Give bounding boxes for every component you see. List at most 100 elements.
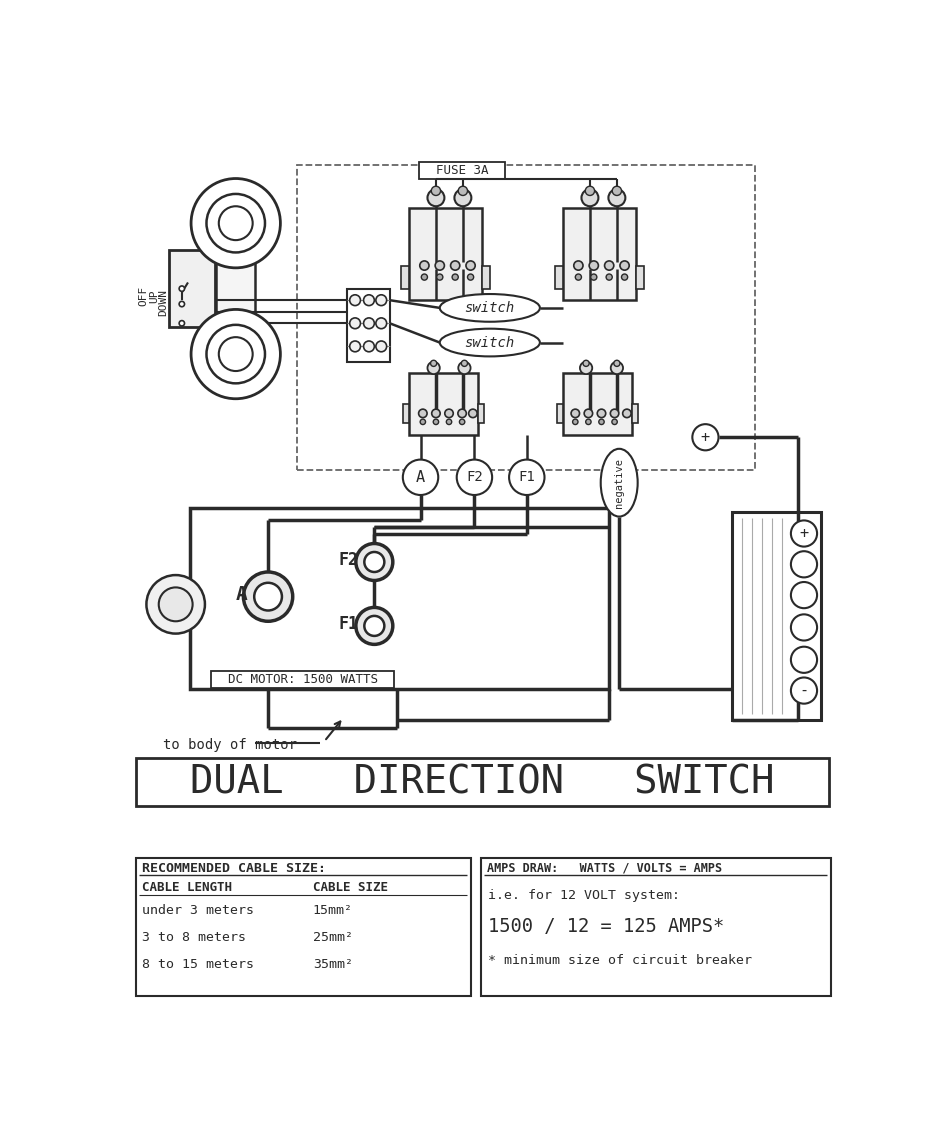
Circle shape (509, 460, 544, 495)
Text: UP: UP (149, 289, 159, 303)
Text: F2: F2 (339, 551, 358, 569)
Circle shape (597, 410, 605, 417)
Circle shape (431, 360, 437, 367)
Circle shape (614, 360, 620, 367)
Bar (211, 671, 394, 688)
Circle shape (219, 206, 253, 240)
Circle shape (376, 295, 387, 305)
Circle shape (420, 261, 429, 270)
Bar (556, 404, 563, 423)
Circle shape (584, 410, 592, 417)
Ellipse shape (439, 294, 540, 322)
Circle shape (791, 615, 817, 641)
Text: A: A (236, 585, 248, 604)
Circle shape (791, 646, 817, 673)
Ellipse shape (601, 449, 637, 516)
Circle shape (572, 420, 578, 424)
Circle shape (573, 261, 583, 270)
Circle shape (445, 410, 454, 417)
Bar (190, 508, 609, 689)
Bar (169, 250, 215, 328)
Text: switch: switch (465, 301, 515, 315)
Circle shape (583, 360, 589, 367)
Text: 15mm²: 15mm² (313, 904, 353, 918)
Text: 3 to 8 meters: 3 to 8 meters (141, 931, 246, 945)
Text: F2: F2 (466, 470, 483, 485)
Text: +: + (701, 430, 710, 444)
Text: DC MOTOR: 1500 WATTS: DC MOTOR: 1500 WATTS (227, 672, 378, 686)
Circle shape (446, 420, 452, 424)
Circle shape (580, 361, 592, 374)
Bar (637, 266, 644, 288)
Bar (409, 374, 478, 435)
Circle shape (350, 341, 360, 352)
Bar (482, 266, 489, 288)
Text: +: + (800, 526, 808, 541)
Circle shape (582, 190, 599, 206)
Circle shape (604, 261, 614, 270)
Circle shape (791, 582, 817, 608)
Text: CABLE LENGTH: CABLE LENGTH (141, 881, 232, 894)
Circle shape (608, 190, 625, 206)
Circle shape (433, 420, 438, 424)
Circle shape (179, 286, 185, 292)
Bar (563, 208, 637, 301)
Bar (347, 288, 389, 361)
Circle shape (612, 420, 618, 424)
Bar (633, 404, 638, 423)
Circle shape (455, 190, 472, 206)
Circle shape (612, 186, 621, 195)
Circle shape (575, 274, 582, 280)
Circle shape (207, 325, 265, 384)
Circle shape (452, 274, 458, 280)
Bar (563, 374, 633, 435)
Circle shape (219, 337, 253, 371)
Circle shape (590, 274, 597, 280)
Circle shape (437, 274, 443, 280)
Circle shape (255, 582, 282, 610)
Circle shape (611, 361, 623, 374)
Text: F1: F1 (519, 470, 536, 485)
Circle shape (431, 186, 440, 195)
Bar (409, 208, 482, 301)
Bar (297, 165, 755, 470)
Text: -: - (800, 683, 808, 698)
Circle shape (458, 186, 468, 195)
Circle shape (468, 274, 473, 280)
Text: 8 to 15 meters: 8 to 15 meters (141, 958, 254, 972)
Text: CABLE SIZE: CABLE SIZE (313, 881, 388, 894)
Circle shape (610, 410, 619, 417)
Text: 25mm²: 25mm² (313, 931, 353, 945)
Bar (217, 223, 255, 355)
Text: DOWN: DOWN (158, 289, 169, 316)
Bar (733, 512, 821, 720)
Circle shape (451, 261, 460, 270)
Circle shape (620, 261, 629, 270)
Text: DUAL   DIRECTION   SWITCH: DUAL DIRECTION SWITCH (190, 763, 774, 801)
Text: OFF: OFF (139, 286, 148, 306)
Circle shape (364, 295, 374, 305)
Circle shape (459, 420, 465, 424)
Circle shape (350, 318, 360, 329)
Text: under 3 meters: under 3 meters (141, 904, 254, 918)
Circle shape (158, 588, 192, 622)
Circle shape (461, 360, 468, 367)
Circle shape (422, 274, 427, 280)
Circle shape (432, 410, 440, 417)
Text: negative: negative (614, 458, 624, 507)
Circle shape (586, 186, 594, 195)
Circle shape (356, 607, 393, 644)
Circle shape (791, 678, 817, 703)
Bar (419, 162, 505, 178)
Text: FUSE 3A: FUSE 3A (436, 164, 488, 176)
Text: F1: F1 (339, 615, 358, 633)
Circle shape (458, 410, 467, 417)
Circle shape (692, 424, 719, 450)
Bar (402, 266, 409, 288)
Circle shape (191, 178, 280, 268)
Circle shape (427, 361, 439, 374)
Bar (481, 858, 831, 995)
Text: i.e. for 12 VOLT system:: i.e. for 12 VOLT system: (488, 889, 680, 902)
Bar (136, 758, 829, 806)
Circle shape (403, 460, 438, 495)
